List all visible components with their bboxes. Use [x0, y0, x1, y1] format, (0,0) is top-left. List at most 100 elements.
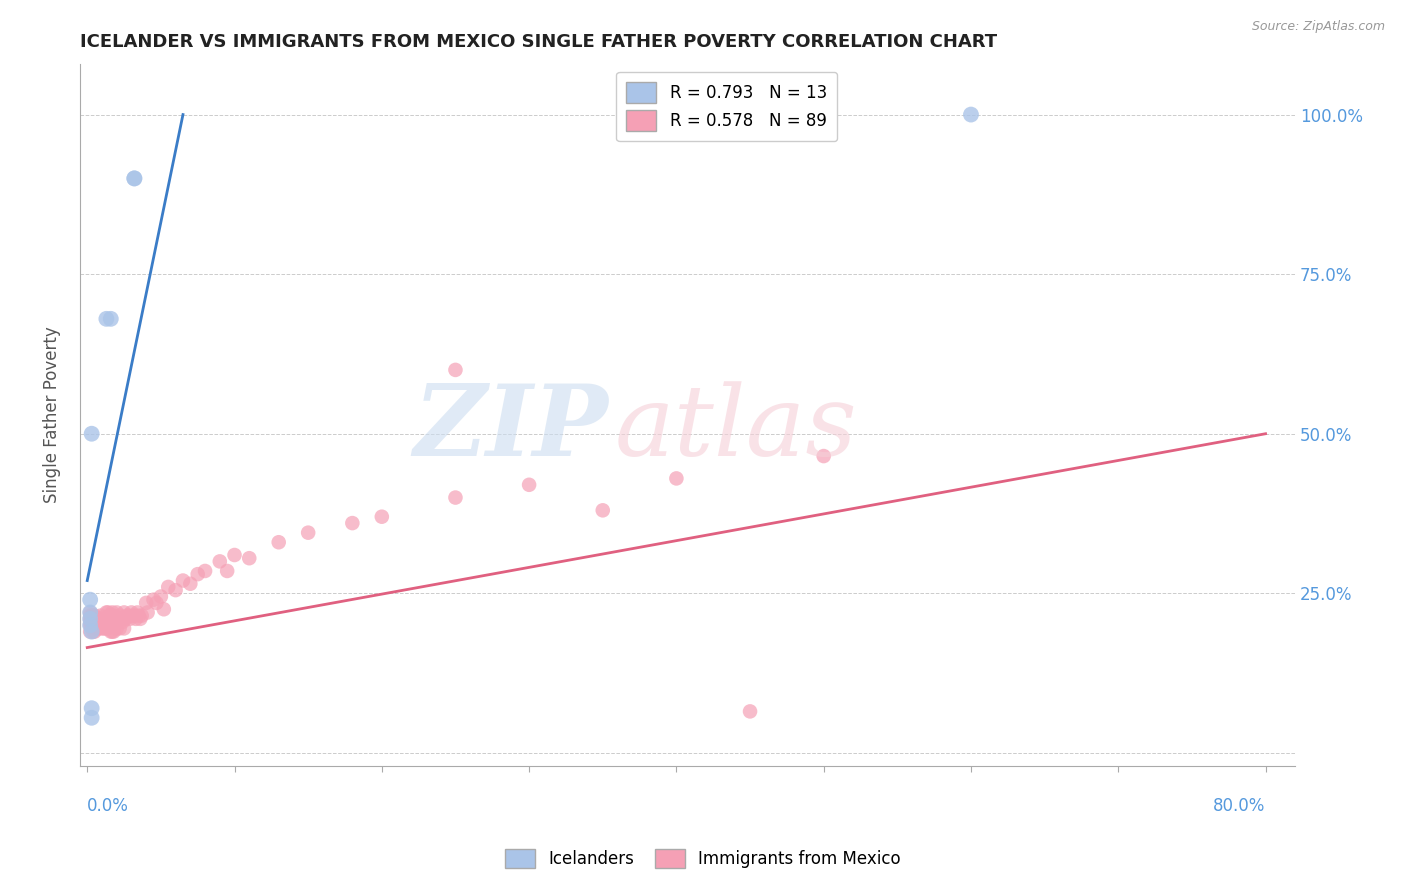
Point — [100, 311, 122, 326]
Point — [89, 622, 111, 636]
Point — [153, 602, 176, 616]
Text: 0.0%: 0.0% — [87, 797, 129, 815]
Point — [101, 624, 124, 639]
Point — [108, 622, 131, 636]
Point — [371, 509, 394, 524]
Point — [97, 622, 120, 636]
Point — [238, 551, 260, 566]
Point — [124, 608, 146, 623]
Point — [80, 624, 103, 639]
Text: 80.0%: 80.0% — [1213, 797, 1265, 815]
Point — [93, 622, 115, 636]
Point — [84, 618, 107, 632]
Point — [79, 612, 101, 626]
Legend: Icelanders, Immigrants from Mexico: Icelanders, Immigrants from Mexico — [499, 842, 907, 875]
Point — [122, 608, 145, 623]
Point — [79, 606, 101, 620]
Point — [444, 363, 467, 377]
Point — [129, 612, 152, 626]
Point — [108, 608, 131, 623]
Point — [194, 564, 217, 578]
Point — [87, 618, 110, 632]
Point — [87, 612, 110, 626]
Point — [91, 612, 114, 626]
Point — [94, 622, 117, 636]
Point — [82, 624, 104, 639]
Point — [145, 596, 167, 610]
Point — [179, 576, 201, 591]
Point — [105, 622, 128, 636]
Point — [172, 574, 194, 588]
Point — [208, 554, 231, 568]
Legend: R = 0.793   N = 13, R = 0.578   N = 89: R = 0.793 N = 13, R = 0.578 N = 89 — [616, 72, 837, 141]
Point — [115, 608, 138, 623]
Point — [165, 583, 187, 598]
Point — [80, 608, 103, 623]
Text: atlas: atlas — [614, 381, 858, 476]
Point — [112, 606, 135, 620]
Point — [135, 596, 157, 610]
Point — [103, 608, 125, 623]
Point — [101, 606, 124, 620]
Point — [79, 618, 101, 632]
Point — [80, 701, 103, 715]
Point — [592, 503, 614, 517]
Point — [86, 622, 108, 636]
Point — [82, 608, 104, 623]
Point — [100, 608, 122, 623]
Point — [94, 612, 117, 626]
Point — [82, 618, 104, 632]
Point — [125, 612, 148, 626]
Point — [103, 624, 125, 639]
Point — [100, 624, 122, 639]
Point — [517, 477, 540, 491]
Point — [267, 535, 290, 549]
Point — [128, 608, 150, 623]
Point — [79, 618, 101, 632]
Point — [96, 311, 118, 326]
Point — [444, 491, 467, 505]
Point — [79, 612, 101, 626]
Point — [665, 471, 688, 485]
Point — [960, 107, 983, 121]
Point — [114, 612, 136, 626]
Point — [98, 608, 121, 623]
Point — [96, 615, 118, 629]
Point — [83, 608, 105, 623]
Point — [187, 567, 209, 582]
Point — [217, 564, 239, 578]
Point — [91, 618, 114, 632]
Point — [79, 608, 101, 623]
Point — [224, 548, 246, 562]
Point — [80, 426, 103, 441]
Point — [79, 615, 101, 629]
Point — [136, 606, 159, 620]
Point — [79, 592, 101, 607]
Point — [120, 606, 142, 620]
Point — [157, 580, 180, 594]
Point — [83, 618, 105, 632]
Point — [79, 606, 101, 620]
Point — [105, 606, 128, 620]
Text: ICELANDER VS IMMIGRANTS FROM MEXICO SINGLE FATHER POVERTY CORRELATION CHART: ICELANDER VS IMMIGRANTS FROM MEXICO SING… — [80, 33, 997, 51]
Point — [83, 624, 105, 639]
Point — [142, 592, 165, 607]
Y-axis label: Single Father Poverty: Single Father Poverty — [44, 326, 60, 503]
Point — [112, 622, 135, 636]
Point — [79, 624, 101, 639]
Point — [118, 612, 141, 626]
Point — [342, 516, 364, 530]
Text: Source: ZipAtlas.com: Source: ZipAtlas.com — [1251, 20, 1385, 33]
Point — [124, 171, 146, 186]
Point — [107, 612, 129, 626]
Point — [86, 615, 108, 629]
Point — [813, 449, 835, 463]
Point — [149, 590, 172, 604]
Point — [111, 615, 134, 629]
Point — [297, 525, 319, 540]
Point — [80, 618, 103, 632]
Point — [131, 608, 153, 623]
Point — [80, 711, 103, 725]
Point — [738, 705, 761, 719]
Point — [84, 612, 107, 626]
